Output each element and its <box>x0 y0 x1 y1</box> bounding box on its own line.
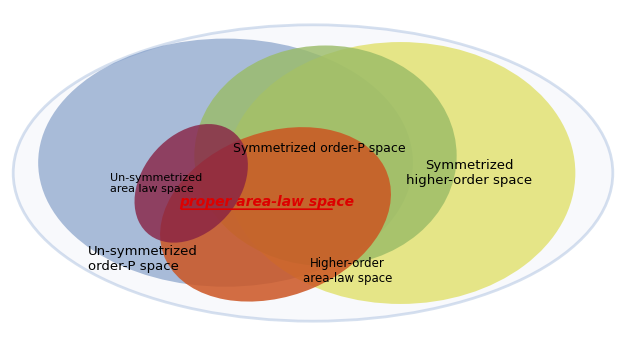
Ellipse shape <box>225 42 575 304</box>
Ellipse shape <box>194 45 456 266</box>
Text: Symmetrized order-P space: Symmetrized order-P space <box>233 142 406 155</box>
Ellipse shape <box>38 39 413 287</box>
Text: proper area-law space: proper area-law space <box>178 195 354 209</box>
Ellipse shape <box>160 127 391 302</box>
Text: Un-symmetrized
order-P space: Un-symmetrized order-P space <box>88 245 198 273</box>
Ellipse shape <box>13 25 613 321</box>
Text: Higher-order
area-law space: Higher-order area-law space <box>302 257 392 285</box>
Text: Symmetrized
higher-order space: Symmetrized higher-order space <box>406 159 532 187</box>
Text: Un-symmetrized
area law space: Un-symmetrized area law space <box>110 173 202 194</box>
Ellipse shape <box>135 124 248 243</box>
